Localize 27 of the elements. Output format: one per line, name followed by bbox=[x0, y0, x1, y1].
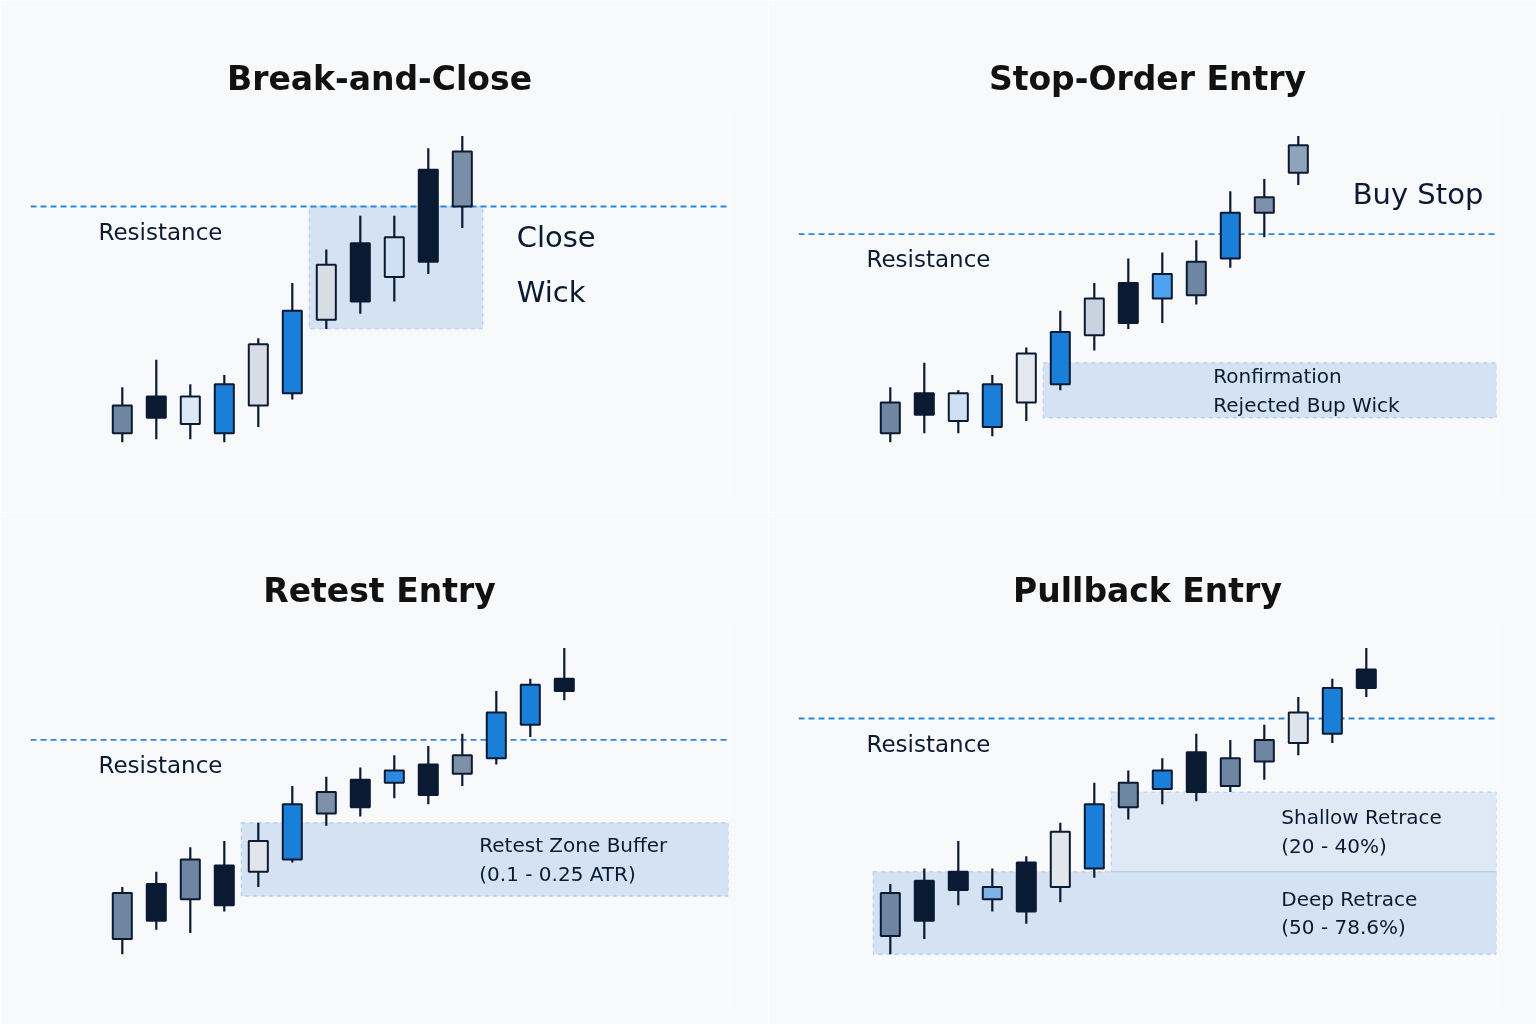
candlestick bbox=[553, 646, 575, 702]
ref-line-label: Resistance bbox=[866, 246, 991, 273]
ref-line-label: Resistance bbox=[98, 751, 223, 778]
candlestick bbox=[1253, 723, 1275, 781]
chart-title: Pullback Entry bbox=[1013, 570, 1282, 610]
band-label: Retest Zone Buffer (0.1 - 0.25 ATR) bbox=[479, 832, 669, 886]
text: Buy Stop bbox=[1352, 177, 1484, 212]
ref-line-label: Resistance bbox=[98, 218, 223, 245]
candlestick bbox=[1151, 757, 1173, 806]
text: Wick bbox=[516, 275, 586, 310]
band-label: Shallow Retrace (20 - 40%) bbox=[1281, 805, 1442, 859]
chart-title: Retest Entry bbox=[263, 570, 496, 610]
candlestick bbox=[383, 754, 405, 800]
band-label: Ronfirmation Rejected Bup Wick bbox=[1213, 363, 1400, 417]
candlestick bbox=[913, 361, 935, 435]
chart-title: Stop-Order Entry bbox=[988, 58, 1307, 98]
ref-line-label: Resistance bbox=[866, 730, 991, 757]
chart-title: Break-and-Close bbox=[226, 58, 533, 98]
candlestick bbox=[1253, 177, 1275, 239]
candlestick bbox=[947, 839, 969, 907]
candlestick bbox=[451, 732, 473, 787]
candlestick bbox=[145, 358, 167, 441]
text: Close bbox=[516, 220, 596, 255]
candlestick bbox=[981, 867, 1003, 913]
band-label: Deep Retrace (50 - 78.6%) bbox=[1281, 886, 1418, 940]
candlestick bbox=[1355, 646, 1377, 699]
candlestick bbox=[315, 775, 337, 827]
